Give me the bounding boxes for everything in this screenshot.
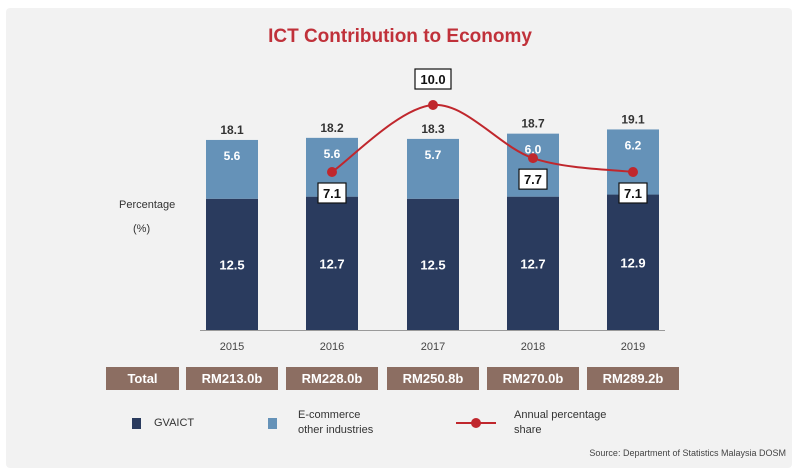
bar-gvaict-2017 bbox=[407, 198, 459, 330]
totals-label: Total bbox=[106, 367, 179, 390]
bar-gvaict-2016 bbox=[306, 196, 358, 330]
chart-card bbox=[6, 8, 792, 468]
annual-share-label-2016: 7.1 bbox=[323, 186, 341, 201]
legend-label-share-line2: share bbox=[514, 424, 542, 436]
annual-share-point-2016 bbox=[327, 167, 337, 177]
legend-gvaict: GVAICT bbox=[132, 406, 252, 446]
annual-share-point-2019 bbox=[628, 167, 638, 177]
annual-share-label-box-2018 bbox=[518, 168, 548, 190]
annual-share-line bbox=[331, 104, 634, 173]
legend-swatch-ecommerce bbox=[268, 418, 277, 429]
bar-gvaict-2019 bbox=[607, 194, 659, 330]
legend-line-marker-icon bbox=[456, 418, 496, 428]
data-label-ecommerce-2019: 6.2 bbox=[625, 138, 642, 152]
x-tick-label-2019: 2019 bbox=[621, 341, 645, 353]
annual-share-point-2018 bbox=[528, 153, 538, 164]
bar-ecommerce-2015 bbox=[206, 139, 258, 199]
x-tick-label-2015: 2015 bbox=[220, 341, 244, 353]
data-label-total-2018: 18.7 bbox=[521, 117, 545, 131]
data-label-gvaict-2018: 12.7 bbox=[520, 256, 545, 271]
y-axis-label-unit: (%) bbox=[133, 223, 151, 235]
data-label-gvaict-2015: 12.5 bbox=[219, 257, 244, 272]
total-value-2015: RM213.0b bbox=[186, 367, 278, 390]
bar-gvaict-2018 bbox=[507, 196, 559, 330]
totals-row: Total RM213.0b RM228.0b RM250.8b RM270.0… bbox=[106, 367, 706, 390]
annual-share-label-2019: 7.1 bbox=[624, 186, 642, 201]
legend-label-share-line1: Annual percentage bbox=[514, 409, 607, 421]
data-label-total-2019: 19.1 bbox=[621, 112, 645, 126]
data-label-gvaict-2017: 12.5 bbox=[420, 257, 445, 272]
total-value-2018: RM270.0b bbox=[487, 367, 579, 390]
legend-ecommerce: E-commerce other industries bbox=[268, 406, 418, 446]
legend-label-ecommerce-line1: E-commerce bbox=[298, 409, 361, 421]
total-value-2017: RM250.8b bbox=[387, 367, 479, 390]
data-label-gvaict-2016: 12.7 bbox=[319, 256, 344, 271]
annual-share-point-2017 bbox=[428, 100, 438, 111]
data-label-gvaict-2019: 12.9 bbox=[620, 255, 645, 270]
total-value-2019: RM289.2b bbox=[587, 367, 679, 390]
y-axis-label-main: Percentage bbox=[119, 199, 176, 211]
annual-share-label-box-2019 bbox=[618, 182, 648, 204]
data-label-total-2017: 18.3 bbox=[421, 122, 445, 136]
legend-label-ecommerce-line2: other industries bbox=[298, 424, 374, 436]
legend-annual-share: Annual percentage share bbox=[452, 406, 632, 446]
chart-title: ICT Contribution to Economy bbox=[268, 26, 532, 47]
x-tick-label-2016: 2016 bbox=[320, 341, 344, 353]
bar-gvaict-2015 bbox=[206, 198, 258, 330]
annual-share-label-2017: 10.0 bbox=[420, 72, 445, 87]
data-label-ecommerce-2018: 6.0 bbox=[525, 143, 542, 157]
data-label-total-2016: 18.2 bbox=[320, 121, 344, 135]
legend-label-gvaict: GVAICT bbox=[154, 417, 195, 429]
annual-share-label-box-2016 bbox=[317, 182, 347, 204]
data-label-ecommerce-2016: 5.6 bbox=[324, 147, 341, 161]
annual-share-label-2018: 7.7 bbox=[524, 172, 542, 187]
data-label-total-2015: 18.1 bbox=[220, 123, 244, 137]
x-tick-label-2017: 2017 bbox=[421, 341, 445, 353]
data-label-ecommerce-2015: 5.6 bbox=[224, 149, 241, 163]
bar-ecommerce-2017 bbox=[407, 138, 459, 199]
x-tick-label-2018: 2018 bbox=[521, 341, 545, 353]
y-axis-label: Percentage (%) bbox=[119, 193, 209, 241]
source-note: Source: Department of Statistics Malaysi… bbox=[589, 448, 786, 458]
legend-swatch-gvaict bbox=[132, 418, 141, 429]
annual-share-label-box-2017 bbox=[414, 68, 452, 90]
data-label-ecommerce-2017: 5.7 bbox=[425, 148, 442, 162]
total-value-2016: RM228.0b bbox=[286, 367, 378, 390]
